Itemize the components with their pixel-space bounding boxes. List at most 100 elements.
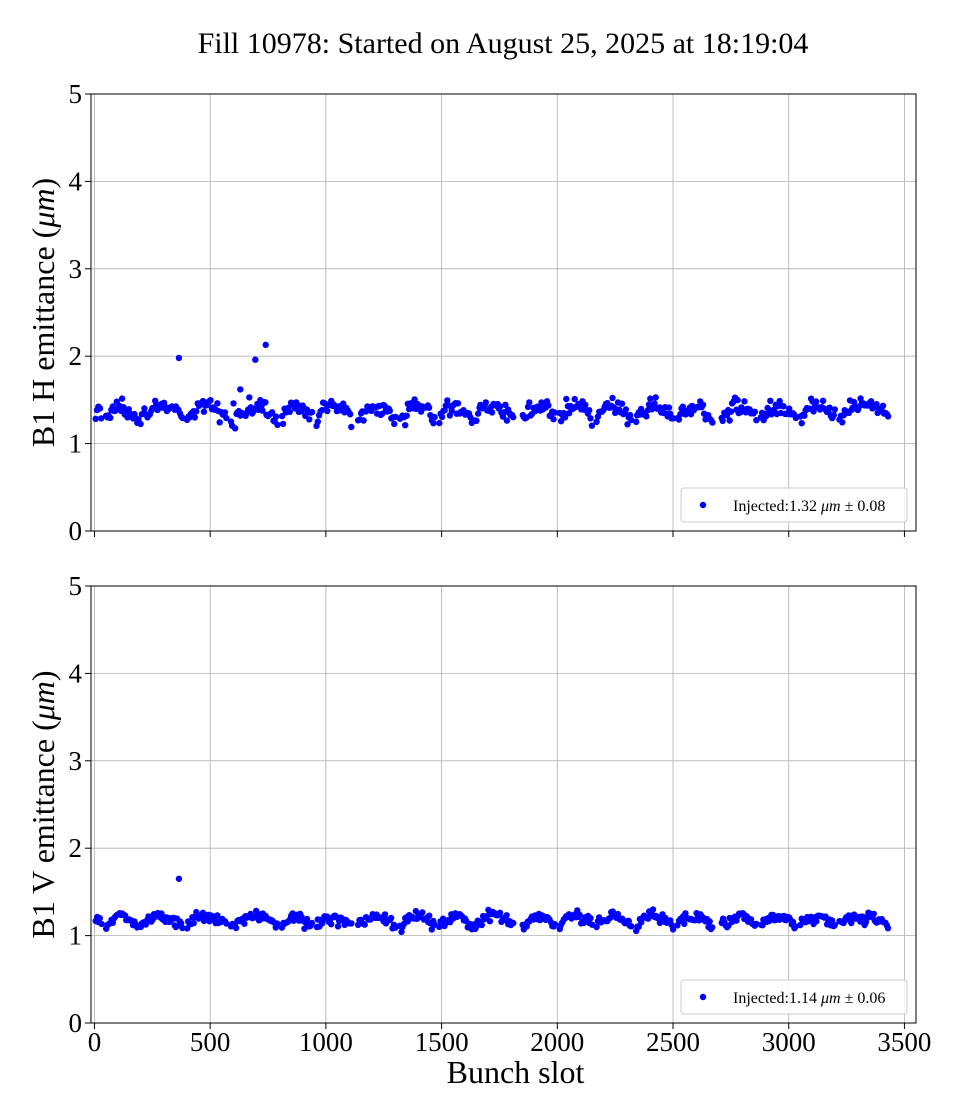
- data-point: [767, 397, 774, 404]
- data-point: [503, 417, 511, 424]
- data-point: [246, 394, 253, 401]
- axes-frame: [90, 585, 917, 1024]
- data-point: [184, 925, 191, 932]
- data-point: [428, 926, 435, 933]
- x-axis-label: Bunch slot: [447, 1054, 585, 1090]
- data-point: [478, 921, 485, 929]
- axes-frame: [90, 93, 917, 532]
- data-point: [813, 918, 820, 925]
- x-tick-label: 500: [190, 1027, 231, 1057]
- data-point: [618, 400, 626, 407]
- data-point: [563, 395, 570, 403]
- data-point: [92, 415, 99, 422]
- y-tick-label: 5: [69, 79, 83, 109]
- data-point: [709, 419, 716, 426]
- data-point: [308, 408, 316, 416]
- data-point: [726, 417, 733, 424]
- data-point: [306, 416, 313, 423]
- data-point: [576, 911, 583, 918]
- legend-box: [680, 979, 908, 1015]
- data-point: [96, 915, 104, 922]
- data-point: [828, 917, 836, 924]
- data-point: [526, 399, 533, 406]
- data-point: [259, 407, 266, 414]
- data-point: [221, 409, 229, 416]
- data-point: [764, 404, 771, 412]
- y-axis-label: B1 H emittance (μm): [25, 178, 61, 447]
- data-point-outlier: [252, 356, 259, 363]
- data-point: [286, 408, 293, 415]
- y-tick-label: 0: [69, 1008, 83, 1038]
- data-point: [448, 407, 455, 414]
- data-point-outlier: [175, 875, 183, 882]
- data-point: [831, 921, 838, 929]
- data-point: [884, 925, 892, 932]
- data-point: [348, 920, 355, 927]
- data-point: [709, 924, 716, 931]
- data-point: [628, 923, 635, 930]
- data-point: [241, 920, 248, 927]
- data-point: [223, 920, 230, 927]
- data-point: [593, 923, 600, 931]
- x-tick-label: 3500: [877, 1027, 931, 1057]
- data-point: [719, 417, 726, 424]
- data-point: [679, 403, 686, 410]
- data-point: [324, 407, 331, 415]
- x-tick-label: 2500: [646, 1027, 700, 1057]
- data-point: [753, 920, 760, 928]
- data-point: [118, 395, 126, 402]
- data-point: [626, 411, 634, 419]
- data-point: [314, 418, 321, 425]
- data-point: [430, 420, 437, 427]
- data-point: [474, 410, 482, 417]
- y-axis-label: B1 V emittance (μm): [25, 670, 61, 938]
- data-point: [190, 919, 197, 927]
- data-point: [751, 408, 759, 415]
- data-point: [867, 398, 875, 405]
- data-point: [870, 910, 877, 918]
- legend-marker: [699, 501, 707, 509]
- data-point: [786, 405, 793, 412]
- legend-box: [680, 487, 908, 523]
- data-point: [402, 422, 409, 429]
- data-point-outlier: [262, 341, 269, 349]
- data-point: [191, 414, 198, 421]
- data-point: [633, 418, 640, 426]
- data-point: [193, 408, 200, 415]
- data-point: [120, 404, 127, 411]
- data-point: [214, 912, 221, 919]
- data-point: [200, 408, 208, 415]
- data-point: [441, 407, 448, 414]
- data-point: [301, 925, 308, 932]
- data-point: [699, 401, 707, 408]
- y-tick-label: 2: [69, 833, 83, 863]
- data-point: [582, 401, 589, 409]
- data-point: [496, 909, 504, 916]
- scatter-points: [92, 875, 892, 935]
- data-point: [488, 409, 496, 416]
- legend: Injected:1.14 μm ± 0.06: [680, 979, 908, 1015]
- data-point: [798, 420, 805, 427]
- data-point: [681, 920, 688, 927]
- data-point: [272, 413, 280, 420]
- data-point: [419, 909, 426, 916]
- ticks: 0 1 2 3 4 5: [69, 79, 905, 546]
- y-tick-label: 1: [69, 429, 83, 459]
- data-point: [274, 421, 281, 429]
- data-point-outlier: [237, 386, 244, 393]
- y-tick-label: 4: [69, 166, 83, 196]
- data-point: [510, 414, 517, 421]
- legend-marker: [699, 993, 707, 1001]
- data-point: [622, 406, 630, 413]
- bottom-panel-v-emittance: 0 500 1000 1500 2000 2500 3000 3500 0 1 2 3 4 5 B1 V e…: [25, 571, 931, 1090]
- data-point: [141, 405, 148, 412]
- data-point: [741, 398, 748, 405]
- data-point: [360, 417, 367, 424]
- data-point: [381, 911, 389, 918]
- data-point: [473, 417, 480, 424]
- data-point: [137, 420, 144, 428]
- data-point: [826, 404, 833, 411]
- x-tick-label: 1500: [415, 1027, 469, 1057]
- data-point: [545, 402, 552, 409]
